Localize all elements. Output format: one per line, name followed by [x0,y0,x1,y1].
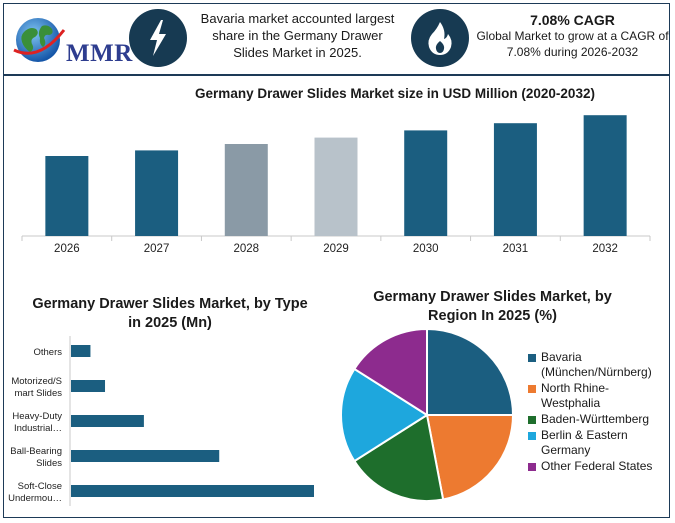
x-tick-label: 2026 [54,243,80,255]
lightning-bolt-icon [129,9,187,67]
stat-bavaria-share: Bavaria market accounted largest share i… [200,11,395,60]
y-tick-label: Ball-Bearing Slides [10,446,62,469]
bar-chart-title: Germany Drawer Slides Market size in USD… [195,86,595,101]
y-tick-label: Others [33,347,62,358]
region-legend: Bavaria (München/Nürnberg) North Rhine- Wes… [528,350,668,475]
bar-2026 [45,156,89,236]
cagr-text: Global Market to grow at a CAGR of 7.08%… [476,29,669,59]
hbar-1 [71,380,106,392]
bar-2029 [314,137,358,236]
y-tick-label: Motorized/S mart Slides [11,376,62,399]
pie-slice-0 [426,327,515,416]
legend-swatch [528,385,536,393]
header-divider [3,74,670,76]
x-tick-label: 2028 [233,243,259,255]
legend-label: Westphalia [541,396,601,410]
legend-label: (München/Nürnberg) [541,365,652,379]
hbar-2 [71,415,144,427]
x-tick-label: 2029 [323,243,349,255]
legend-label: Baden-Württemberg [541,412,650,426]
flame-icon [411,9,469,67]
hbar-0 [71,345,91,357]
logo-text: MMR [66,40,133,67]
x-tick-label: 2032 [592,243,618,255]
legend-label: Germany [541,443,591,457]
legend-item: Baden-Württemberg [528,412,668,427]
legend-swatch [528,432,536,440]
legend-swatch [528,463,536,471]
x-tick-label: 2027 [144,243,170,255]
pie-slice-1 [425,414,515,501]
legend-swatch [528,416,536,424]
legend-item: North Rhine- Westphalia [528,381,668,411]
pie-slice-3 [340,367,429,463]
legend-swatch [528,354,536,362]
hbar-4 [71,485,314,497]
legend-label: Berlin & Eastern [541,428,628,442]
bar-2032 [583,115,627,236]
legend-label: Bavaria [541,350,582,364]
legend-item: Bavaria (München/Nürnberg) [528,350,668,380]
bar-2030 [404,130,448,236]
pie-slice-4 [353,327,428,417]
bar-2028 [224,144,268,236]
y-tick-label: Soft-Close Undermou… [8,481,62,504]
pie-slice-2 [353,413,445,502]
x-tick-label: 2031 [503,243,529,255]
legend-item: Other Federal States [528,459,668,474]
region-chart-title: Germany Drawer Slides Market, by Region … [373,289,612,324]
bar-2027 [135,150,179,236]
bar-2031 [493,123,537,236]
outer-frame [3,3,670,518]
hbar-3 [71,450,220,462]
legend-label: North Rhine- [541,381,610,395]
y-tick-label: Heavy-Duty Industrial… [12,411,62,434]
x-tick-label: 2030 [413,243,439,255]
globe-icon [13,18,66,62]
type-chart-title: Germany Drawer Slides Market, by Type in… [32,296,308,331]
cagr-title: 7.08% CAGR [530,12,615,28]
mmr-logo: MMR [10,10,132,70]
stat-cagr: 7.08% CAGR Global Market to grow at a CA… [475,12,670,60]
legend-item: Berlin & Eastern Germany [528,428,668,458]
legend-label: Other Federal States [541,459,653,473]
